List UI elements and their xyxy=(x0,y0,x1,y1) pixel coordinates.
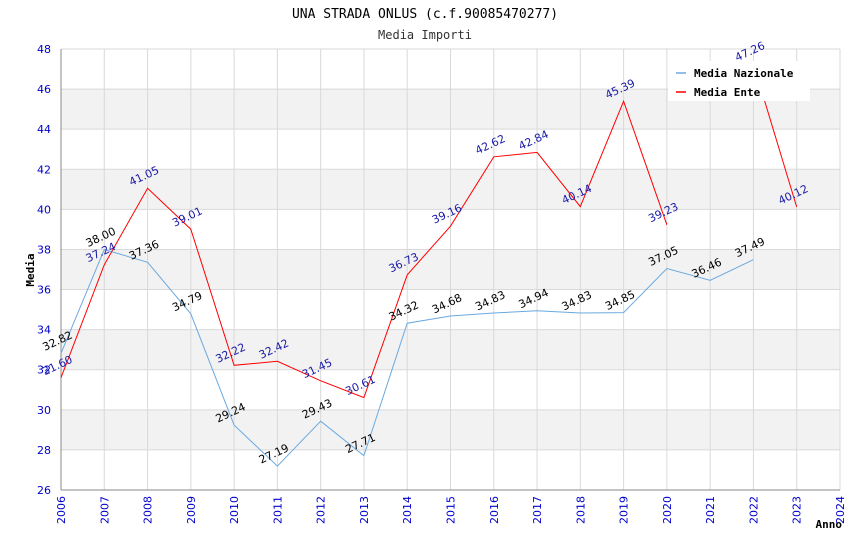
legend-label: Media Ente xyxy=(694,86,761,99)
x-tick-label: 2023 xyxy=(791,496,804,524)
y-tick-label: 32 xyxy=(37,364,51,377)
x-tick-label: 2008 xyxy=(142,496,155,524)
y-tick-label: 48 xyxy=(37,43,51,56)
x-tick-label: 2010 xyxy=(228,496,241,524)
x-tick-label: 2014 xyxy=(401,496,414,524)
chart-subtitle: Media Importi xyxy=(378,28,472,42)
x-tick-label: 2007 xyxy=(98,496,111,524)
legend: Media Nazionale Media Ente xyxy=(668,61,810,101)
legend-box xyxy=(668,61,810,101)
x-tick-labels: 2006 2007 2008 2009 2010 2011 2012 2013 2014 2015… xyxy=(55,496,847,524)
x-tick-label: 2011 xyxy=(271,496,284,524)
x-tick-label: 2013 xyxy=(358,496,371,524)
legend-label: Media Nazionale xyxy=(694,67,794,80)
x-tick-label: 2017 xyxy=(531,496,544,524)
y-tick-label: 38 xyxy=(37,243,51,256)
y-tick-label: 26 xyxy=(37,484,51,497)
x-tick-label: 2019 xyxy=(618,496,631,524)
x-tick-label: 2022 xyxy=(747,496,760,524)
series-line-media-nazionale xyxy=(60,248,754,467)
x-tick-label: 2016 xyxy=(488,496,501,524)
x-tick-label: 2020 xyxy=(661,496,674,524)
y-tick-label: 28 xyxy=(37,444,51,457)
chart-title: UNA STRADA ONLUS (c.f.90085470277) xyxy=(292,7,558,22)
y-tick-label: 30 xyxy=(37,404,51,417)
series-line-media-ente xyxy=(60,99,668,399)
y-tick-label: 46 xyxy=(37,83,51,96)
y-tick-label: 34 xyxy=(37,324,51,337)
y-tick-label: 44 xyxy=(37,123,51,136)
y-tick-label: 36 xyxy=(37,284,51,297)
x-tick-label: 2012 xyxy=(315,496,328,524)
axes xyxy=(60,49,840,491)
x-tick-label: 2021 xyxy=(704,496,717,524)
x-tick-label: 2009 xyxy=(185,496,198,524)
x-tick-label: 2006 xyxy=(55,496,68,524)
x-tick-label: 2015 xyxy=(445,496,458,524)
y-tick-label: 42 xyxy=(37,163,51,176)
y-axis-label: Media xyxy=(24,253,37,286)
y-tick-label: 40 xyxy=(37,203,51,216)
x-tick-label: 2018 xyxy=(574,496,587,524)
x-axis-label: Anno xyxy=(816,518,843,531)
x-tick-label: 2024 xyxy=(834,496,847,524)
y-tick-labels: 26 28 30 32 34 36 38 40 42 44 46 48 xyxy=(37,43,51,497)
